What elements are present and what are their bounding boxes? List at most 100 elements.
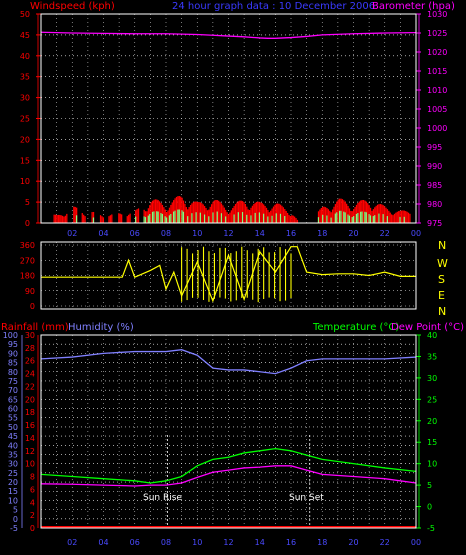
humidity-tick-label: 65 [8,395,18,404]
baro-tick-label: 1015 [427,67,447,76]
wind-avg-bar [284,216,286,223]
wind-bar [189,204,192,223]
rain-tick-label: 10 [25,460,35,469]
wind-baro-panel-frame [40,13,417,224]
wind-bar [362,199,365,223]
wind-bar [341,199,344,223]
wind-bar [101,216,103,223]
wind-bar [209,206,211,223]
wind-avg-bar [170,213,172,223]
wind-avg-bar [368,214,370,223]
compass-e: E [438,289,445,302]
humidity-tick-label: 35 [8,450,18,459]
wind-avg-bar [164,216,166,223]
wind-avg-bar [360,211,362,223]
wind-bar [137,208,140,223]
wind-bar [282,207,285,223]
wind-avg-bar [347,214,349,223]
data-marks-layer [40,31,417,528]
rain-tick-label: 22 [25,382,35,391]
wind-bar [192,202,195,223]
wind-avg-bar [357,213,359,223]
temp-panel-frame [40,334,417,529]
humidity-tick-label: 20 [8,478,18,487]
wind-avg-bar [157,211,159,223]
wind-bar [350,210,352,223]
wind-avg-bar [317,217,320,223]
wind-bar [296,219,299,223]
wind-avg-bar [76,215,78,223]
humidity-tick-label: 90 [8,349,18,358]
humidity-tick-label: 30 [8,460,18,469]
compass-n-top: N [438,239,446,252]
wind-bar [205,208,207,223]
wind-bar [338,198,341,223]
wind-avg-bar [344,212,346,223]
wind-avg-bar [92,217,95,223]
wind-avg-bar [199,212,201,223]
direction-line [41,246,416,303]
wind-bar [111,214,113,223]
temperature-line [40,447,417,484]
wind-bar [196,201,199,223]
time-tick-label: 06 [130,229,140,238]
wind-tick-label: 15 [20,156,30,165]
rain-tick-label: 8 [30,473,35,482]
wind-avg-bar [353,216,355,223]
wind-bar [272,206,275,223]
wind-bar [346,203,348,223]
wind-bar [59,214,61,223]
wind-avg-bar [355,213,358,223]
humidity-tick-label: 15 [8,487,18,496]
humidity-tick-label: 0 [13,515,18,524]
wind-avg-bar [156,211,158,223]
wind-bar [392,215,394,223]
wind-bar [274,204,276,223]
wind-bar [236,202,238,223]
wind-bar [391,214,393,223]
wind-avg-bar [225,216,227,223]
hum-title: Humidity (%) [68,322,134,333]
wind-bar [248,210,251,223]
direction-tick-label: 180 [20,272,35,281]
wind-avg-bar [195,212,197,223]
wind-bar [340,198,342,223]
wind-bar [323,206,325,223]
time-tick-label: 02 [67,538,77,547]
humidity-tick-label: 75 [8,377,18,386]
wind-avg-bar [233,214,235,223]
wind-bar [383,206,386,223]
wind-bar [202,204,204,223]
wind-bar [198,201,200,223]
time-tick-label: 10 [192,538,202,547]
wind-bar [376,204,379,223]
wind-bar [365,201,367,223]
wind-bar [327,209,330,223]
temp-tick-label: 20 [427,417,437,426]
wind-avg-bar [241,212,244,223]
wind-avg-bar [378,213,380,223]
wind-avg-bar [336,212,338,223]
wind-bar [353,209,355,223]
wind-avg-bar [143,216,145,223]
wind-bar [256,201,258,223]
wind-bar [184,203,186,223]
baro-tick-label: 980 [427,200,442,209]
wind-bar [54,214,57,223]
wind-bar [375,205,377,223]
wind-bar [395,212,397,223]
temp-tick-label: 25 [427,395,437,404]
wind-bar [251,205,254,223]
wind-tick-label: 50 [20,10,30,19]
time-tick-label: 06 [130,538,140,547]
dew-title: Dew Point (°C) [391,322,464,333]
wind-bar [118,213,120,223]
wind-avg-bar [334,213,336,223]
wind-bar [379,204,382,223]
barometer-line [40,31,417,39]
wind-avg-bar [191,213,193,223]
wind-avg-bar [258,212,261,223]
time-tick-label: 22 [380,538,390,547]
wind-bar [295,218,297,223]
wind-bar [389,212,391,223]
